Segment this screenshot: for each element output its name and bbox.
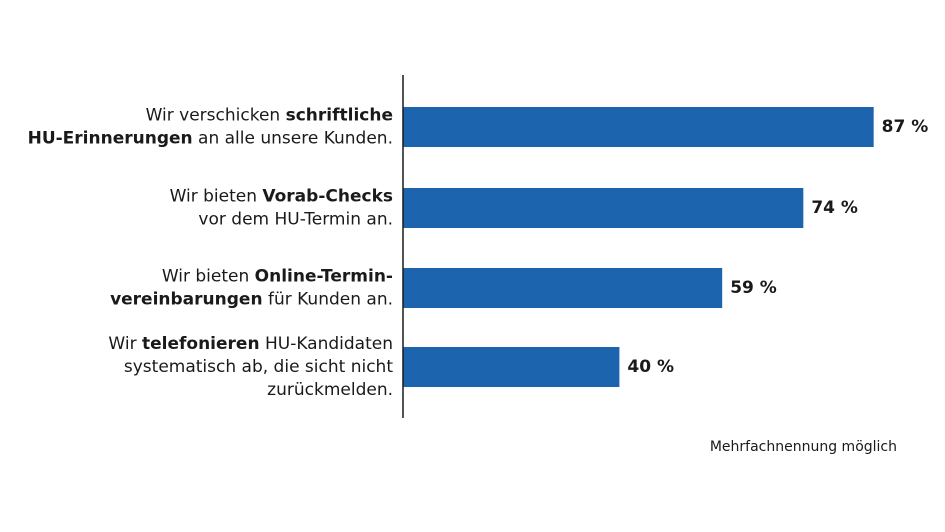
category-label: Wir bieten Online-Termin- xyxy=(162,267,393,287)
label-run: schriftliche xyxy=(286,106,393,126)
label-run: an alle unsere Kunden. xyxy=(193,129,393,149)
label-run: Wir xyxy=(108,334,142,354)
label-run: Vorab-Checks xyxy=(262,187,393,207)
category-label: Wir telefonieren HU-Kandidaten xyxy=(108,334,393,354)
label-run: HU-Kandidaten xyxy=(260,334,393,354)
label-run: systematisch ab, die sicht nicht xyxy=(124,357,393,377)
label-run: zurückmelden. xyxy=(267,380,393,400)
label-run: vor dem HU-Termin an. xyxy=(198,210,393,230)
bar xyxy=(403,107,874,147)
label-run: Wir bieten xyxy=(170,187,263,207)
bar xyxy=(403,347,620,387)
label-run: telefonieren xyxy=(142,334,260,354)
label-run: für Kunden an. xyxy=(263,290,393,310)
label-run: Wir bieten xyxy=(162,267,255,287)
bar xyxy=(403,268,723,308)
label-run: Online-Termin- xyxy=(255,267,393,287)
value-label: 40 % xyxy=(627,357,674,377)
category-label: vor dem HU-Termin an. xyxy=(198,210,393,230)
category-label: Wir bieten Vorab-Checks xyxy=(170,187,393,207)
category-label: systematisch ab, die sicht nicht xyxy=(124,357,393,377)
value-label: 59 % xyxy=(730,278,777,298)
value-label: 87 % xyxy=(882,117,929,137)
footnote: Mehrfachnennung möglich xyxy=(710,439,897,455)
category-label: vereinbarungen für Kunden an. xyxy=(110,290,393,310)
label-run: Wir verschicken xyxy=(146,106,286,126)
category-label: zurückmelden. xyxy=(267,380,393,400)
value-label: 74 % xyxy=(811,198,858,218)
category-label: HU-Erinnerungen an alle unsere Kunden. xyxy=(28,129,393,149)
label-run: HU-Erinnerungen xyxy=(28,129,193,149)
label-run: vereinbarungen xyxy=(110,290,263,310)
category-label: Wir verschicken schriftliche xyxy=(146,106,393,126)
bar xyxy=(403,188,804,228)
